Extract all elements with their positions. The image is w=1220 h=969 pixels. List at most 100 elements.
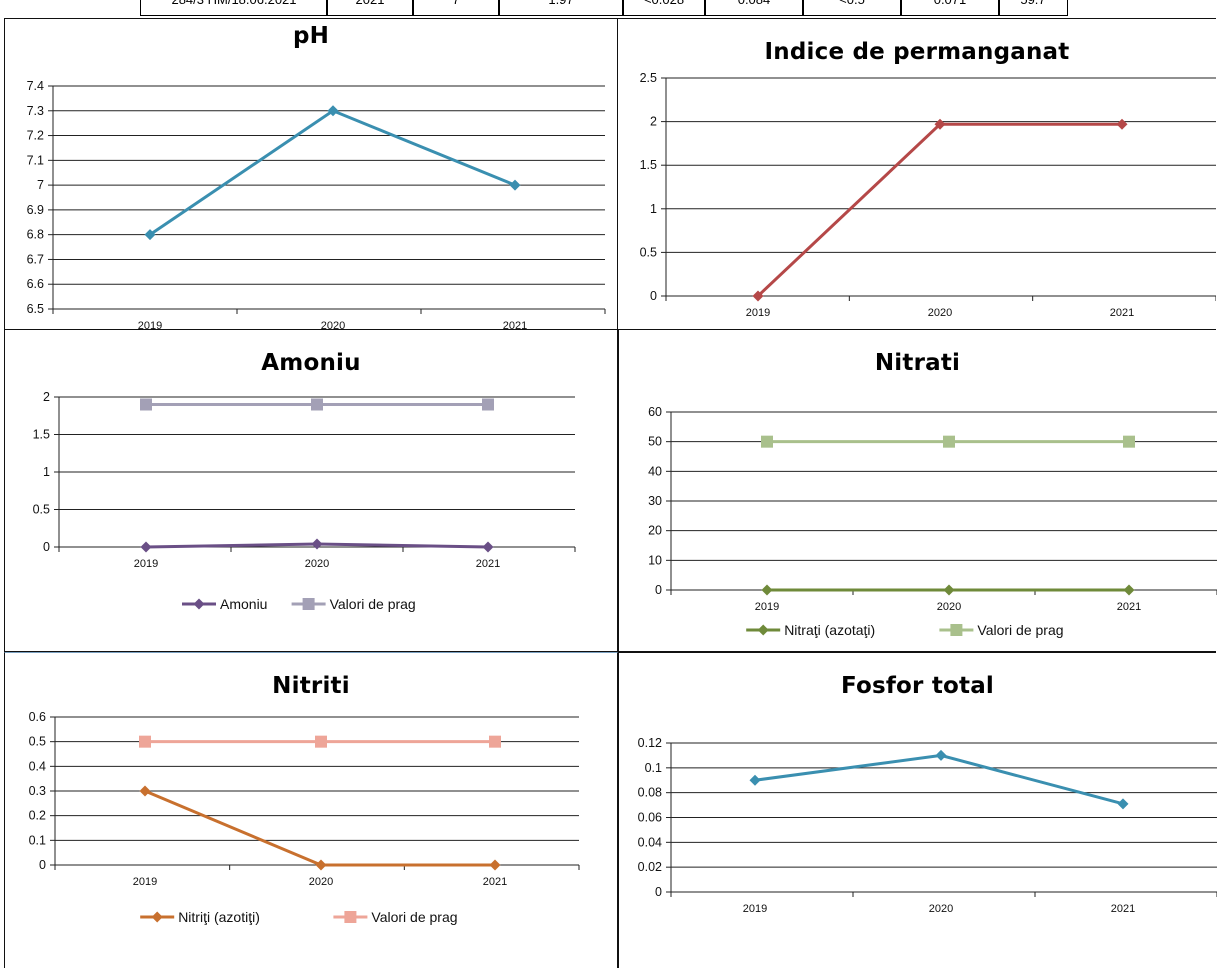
y-tick-label: 1 [650, 202, 657, 216]
data-point [139, 735, 151, 748]
table-cell: 7 [412, 0, 500, 16]
x-tick-label: 2019 [755, 601, 779, 613]
table-cell: 284/3 HM/18.06.2021 [140, 0, 328, 16]
x-tick-label: 2021 [503, 320, 527, 331]
y-tick-label: 1.5 [33, 428, 50, 442]
data-point [311, 538, 323, 550]
x-tick-label: 2019 [134, 558, 158, 570]
data-point [140, 398, 152, 411]
chart-panel-nitriti: Nitriti 0 0.1 0.2 0.3 0.4 0.5 0.6 2019 2020 2021 N… [4, 652, 618, 968]
table-cell: <0.5 [802, 0, 902, 16]
chart-svg-permanganat: 0 0.5 1 1.5 2 2.5 2019 2020 2021 [640, 71, 1216, 319]
table-cell: 0.084 [704, 0, 804, 16]
y-tick-label: 0 [650, 289, 657, 303]
y-tick-label: 1 [43, 465, 50, 479]
chart-panel-fosfor: Fosfor total 0 0.02 0.04 0.06 0.08 0.1 0.12 201… [618, 652, 1217, 968]
y-tick-label: 6.5 [27, 302, 44, 316]
y-tick-label: 0.6 [29, 710, 46, 724]
x-tick-label: 2020 [928, 307, 952, 319]
y-tick-label: 0 [655, 583, 662, 597]
legend-label: Valori de prag [977, 622, 1063, 638]
legend-swatch-marker [302, 598, 315, 610]
y-tick-label: 0.1 [645, 761, 662, 775]
y-tick-label: 30 [648, 494, 662, 508]
legend-swatch-marker [344, 911, 357, 923]
chart-title: Indice de permanganat [764, 39, 1070, 65]
data-point [140, 541, 152, 553]
y-tick-label: 0.08 [638, 786, 662, 800]
data-point [482, 398, 494, 411]
data-point [315, 859, 327, 871]
table-cell: 59.7 [998, 0, 1068, 16]
legend-swatch-marker [193, 598, 205, 610]
y-tick-label: 0.3 [29, 784, 46, 798]
y-tick-label: 40 [648, 464, 662, 478]
y-tick-label: 0.02 [638, 860, 662, 874]
series-line [149, 109, 516, 236]
x-tick-label: 2019 [138, 320, 162, 331]
y-tick-label: 6.7 [27, 252, 44, 266]
data-point [311, 398, 323, 411]
x-tick-label: 2019 [746, 307, 770, 319]
series-line [144, 789, 495, 867]
data-point [935, 749, 947, 761]
table-cell: 2021 [326, 0, 414, 16]
y-tick-label: 7.1 [27, 153, 44, 167]
y-tick-label: 7.3 [27, 104, 44, 118]
y-tick-label: 6.8 [27, 228, 44, 242]
y-tick-label: 20 [648, 524, 662, 538]
y-tick-label: 2 [43, 390, 50, 404]
y-tick-label: 7 [37, 178, 44, 192]
y-tick-label: 6.6 [27, 277, 44, 291]
y-tick-label: 60 [648, 405, 662, 419]
series-line [754, 753, 1124, 806]
legend-swatch-marker [757, 624, 769, 636]
x-tick-label: 2020 [309, 876, 333, 888]
data-point [1116, 118, 1128, 130]
chart-panel-amoniu: Amoniu 0 0.5 1 1.5 2 2019 2020 2021 Amoniu Valori… [4, 330, 618, 652]
y-tick-label: 2 [650, 115, 657, 129]
y-tick-label: 7.2 [27, 129, 44, 143]
y-tick-label: 0.2 [29, 809, 46, 823]
x-tick-label: 2020 [321, 320, 345, 331]
y-tick-label: 0.12 [638, 736, 662, 750]
legend-label: Nitraţi (azotaţi) [784, 622, 875, 638]
table-cell: <0.028 [622, 0, 706, 16]
chart-svg-nitrati: 0 10 20 30 40 50 60 2019 2020 2021 Nitraţi (azotaţ… [648, 405, 1217, 638]
legend-label: Amoniu [220, 596, 267, 612]
x-tick-label: 2021 [476, 558, 500, 570]
legend-label: Valori de prag [330, 596, 416, 612]
data-point [1117, 798, 1129, 810]
x-tick-label: 2021 [1111, 903, 1135, 915]
legend-label: Nitriţi (azotiţi) [178, 909, 260, 925]
chart-svg-ph: 6.5 6.6 6.7 6.8 6.9 7 7.1 7.2 7.3 7.4 2019 2020 2021 [27, 79, 606, 331]
y-tick-label: 0 [655, 885, 662, 899]
chart-panel-ph: pH 6.5 6.6 6.7 6.8 6.9 7 7.1 7.2 7.3 7.4 2019 2020 2… [4, 18, 618, 331]
series-line [756, 122, 1122, 298]
chart-title: Nitriti [272, 673, 350, 699]
legend-swatch-marker [151, 911, 163, 923]
chart-svg-amoniu: 0 0.5 1 1.5 2 2019 2020 2021 Amoniu Valori de pra… [33, 390, 576, 612]
data-point [315, 735, 327, 748]
data-point [934, 118, 946, 130]
y-tick-label: 0.5 [33, 503, 50, 517]
y-tick-label: 10 [648, 553, 662, 567]
x-tick-label: 2021 [1110, 307, 1134, 319]
chart-panel-nitrati: Nitrati 0 10 20 30 40 50 60 2019 2020 2021 Nitraţi… [618, 330, 1217, 652]
data-point [509, 179, 521, 191]
x-tick-label: 2020 [929, 903, 953, 915]
data-point [489, 735, 501, 748]
chart-svg-fosfor: 0 0.02 0.04 0.06 0.08 0.1 0.12 2019 2020 2021 [638, 736, 1217, 915]
data-point [489, 859, 501, 871]
data-point [761, 584, 773, 596]
y-tick-label: 0 [43, 540, 50, 554]
y-tick-label: 0.1 [29, 833, 46, 847]
y-tick-label: 0.5 [640, 245, 657, 259]
data-point [482, 541, 494, 553]
x-tick-label: 2019 [743, 903, 767, 915]
legend-label: Valori de prag [371, 909, 457, 925]
chart-svg-nitriti: 0 0.1 0.2 0.3 0.4 0.5 0.6 2019 2020 2021 Nitriţi (… [29, 710, 580, 925]
x-tick-label: 2020 [305, 558, 329, 570]
chart-title: Fosfor total [840, 673, 995, 699]
y-tick-label: 1.5 [640, 158, 657, 172]
